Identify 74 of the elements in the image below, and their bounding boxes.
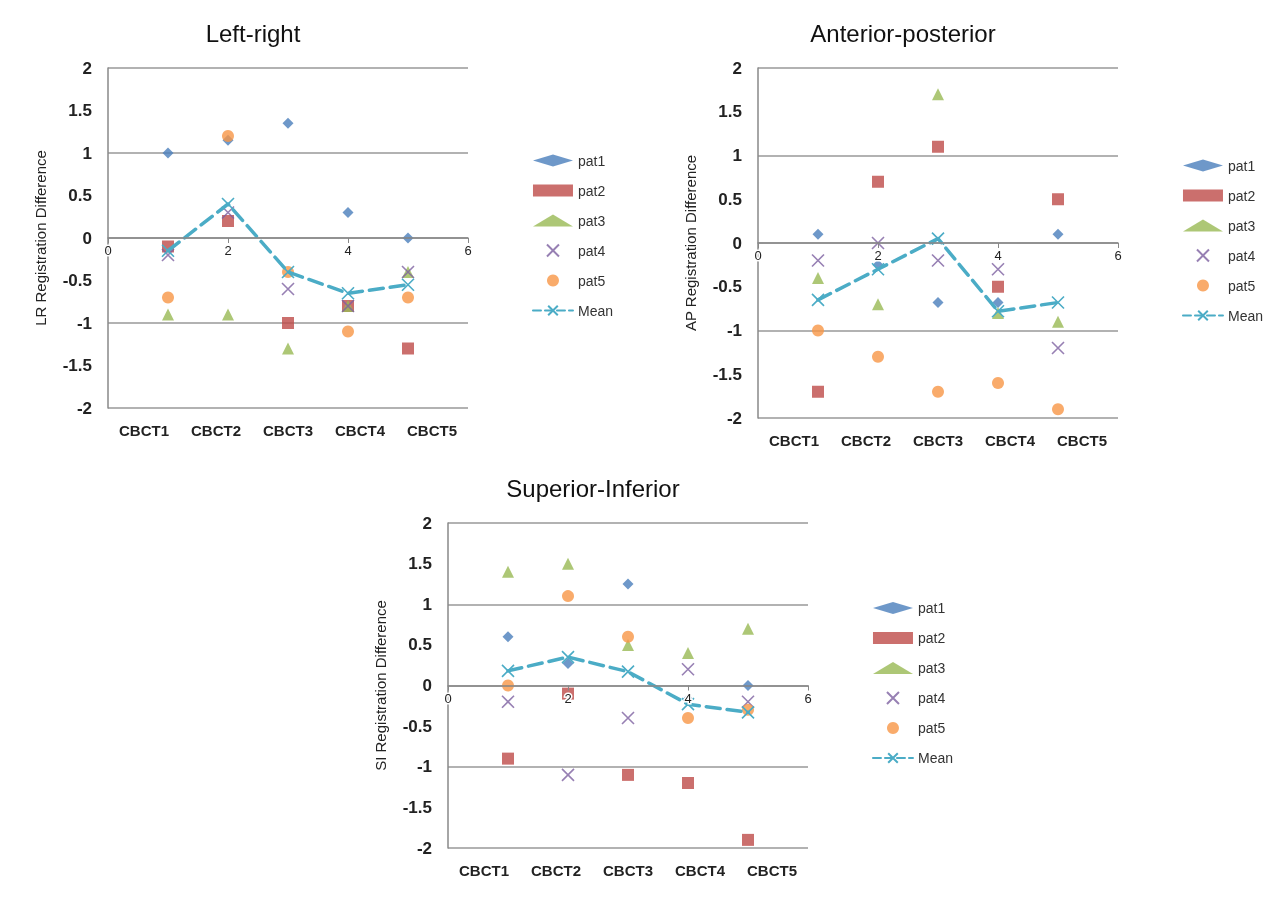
y-tick-label: -1 [416,757,432,777]
legend-label: pat2 [577,182,606,199]
y-tick-label: -1 [76,313,92,333]
text: CBCT2 [840,431,892,449]
x-tick-label: 0 [754,248,762,263]
legend-label: pat5 [917,720,946,736]
x-tick-label: 4 [994,248,1002,263]
legend-label: pat1 [917,600,946,616]
text: CBCT3 [912,431,964,449]
text: CBCT4 [674,861,726,879]
y-tick-label: -0.5 [712,277,742,297]
legend-label: pat3 [917,660,946,676]
y-tick-label: 0.5 [68,186,92,205]
x-tick-label: 4 [684,690,692,706]
legend-label: pat3 [1227,217,1256,234]
y-tick-label: 0.5 [718,189,742,209]
legend-label: pat4 [577,242,606,259]
text: CBCT1 [118,421,170,439]
y-tick-label: -2 [416,838,432,858]
y-tick-label: 1 [422,594,432,614]
x-tick-label: 0 [444,690,452,706]
y-tick-label: 2 [422,513,432,533]
x-tick-label: 6 [464,243,472,258]
legend-label: pat1 [577,152,606,169]
y-tick-label: 2 [82,58,92,78]
legend-label: pat2 [917,630,946,646]
text: CBCT5 [746,861,798,879]
y-axis-title: SI Registration Difference [372,600,389,771]
y-tick-label: 1 [82,143,92,163]
legend-label: pat1 [1227,157,1256,174]
legend-label: Mean [577,302,614,319]
legend-label: pat4 [917,690,946,706]
y-tick-label: -2 [726,408,742,428]
y-tick-label: -0.5 [402,716,432,736]
legend-label: Mean [917,750,954,766]
y-tick-label: 1 [732,146,742,165]
y-tick-label: -1.5 [712,364,742,384]
legend-label: pat4 [1227,247,1256,264]
chart-title: Left-right [205,19,301,47]
x-tick-label: 2 [224,243,232,258]
text: CBCT4 [984,431,1036,449]
y-axis-title: AP Registration Difference [682,154,699,332]
y-tick-label: 0.5 [408,635,432,655]
text: CBCT3 [602,861,654,879]
legend-label: pat5 [577,272,606,289]
x-tick-label: 6 [1114,248,1122,263]
x-tick-label: 0 [104,243,112,258]
legend-label: Mean [1227,307,1264,324]
legend-label: pat2 [1227,187,1256,204]
legend-label: pat3 [577,212,606,229]
y-tick-label: -2 [76,398,92,418]
legend-label: pat5 [1227,277,1256,294]
x-tick-label: 6 [804,690,812,706]
chart-title: Anterior-posterior [810,19,996,47]
y-tick-label: 1.5 [68,101,92,120]
x-tick-label: 4 [344,243,352,258]
text: CBCT4 [334,421,386,439]
y-tick-label: 2 [732,58,742,78]
y-tick-label: -1 [726,321,742,340]
y-tick-label: -0.5 [62,271,92,290]
text: CBCT2 [530,861,582,879]
y-tick-label: 1.5 [408,554,432,574]
text: CBCT1 [458,861,510,879]
text: CBCT3 [262,421,314,439]
y-tick-label: -1.5 [62,356,92,375]
text: CBCT5 [406,421,458,439]
text: CBCT1 [768,431,820,449]
y-tick-label: 1.5 [718,102,742,122]
y-axis-title: LR Registration Difference [32,150,49,326]
text: CBCT2 [190,421,242,439]
text: CBCT5 [1056,431,1108,449]
chart-title: Superior-Inferior [506,474,680,502]
y-tick-label: -1.5 [402,797,432,817]
x-tick-label: 2 [874,248,882,263]
